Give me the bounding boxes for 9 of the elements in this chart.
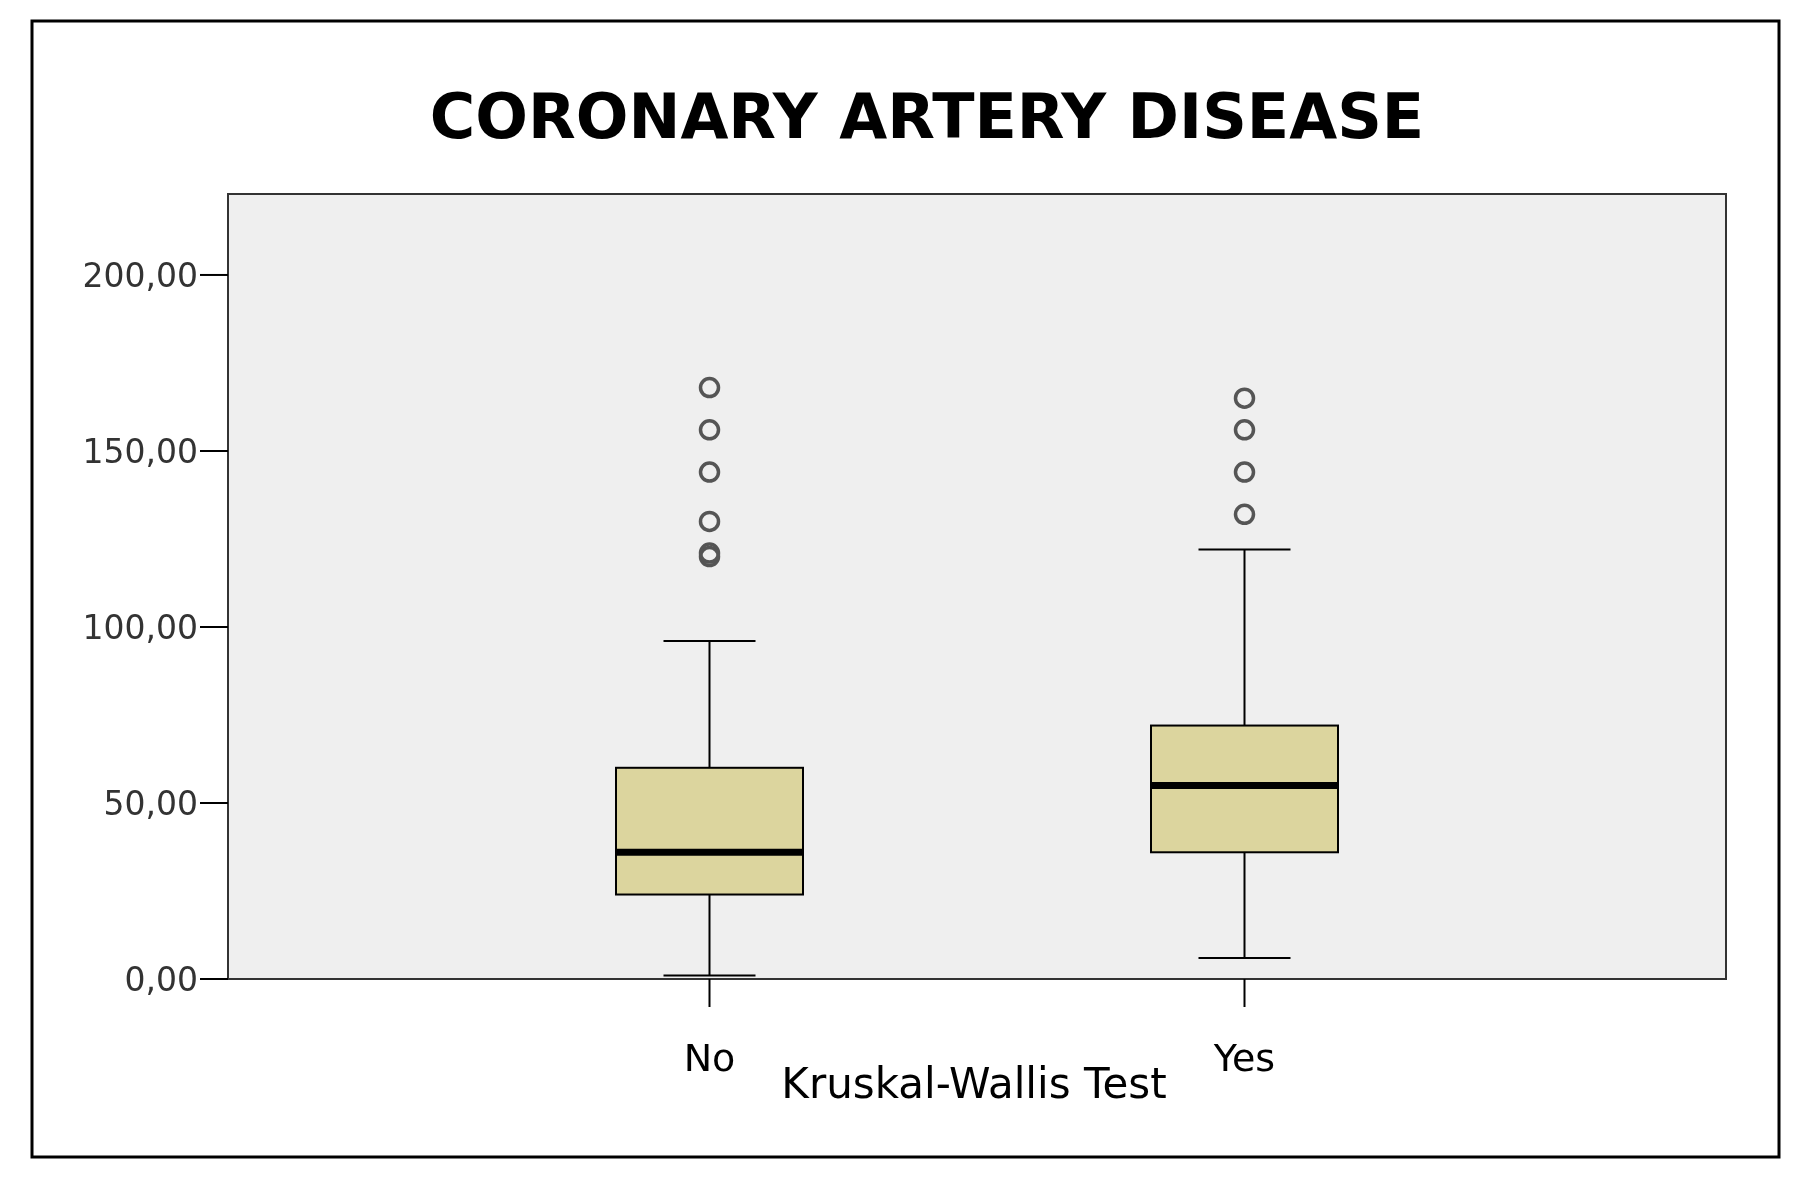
y-tick-label: 100,00 bbox=[82, 607, 198, 647]
x-tick-label: No bbox=[683, 1036, 736, 1080]
y-tick-label: 0,00 bbox=[124, 959, 198, 999]
x-axis-title: Kruskal-Wallis Test bbox=[781, 1059, 1167, 1108]
y-tick-label: 50,00 bbox=[103, 783, 198, 823]
y-tick-label: 200,00 bbox=[82, 255, 198, 295]
y-tick-label: 150,00 bbox=[82, 431, 198, 471]
chart-title: CORONARY ARTERY DISEASE bbox=[429, 80, 1425, 153]
x-tick-label: Yes bbox=[1212, 1036, 1276, 1080]
